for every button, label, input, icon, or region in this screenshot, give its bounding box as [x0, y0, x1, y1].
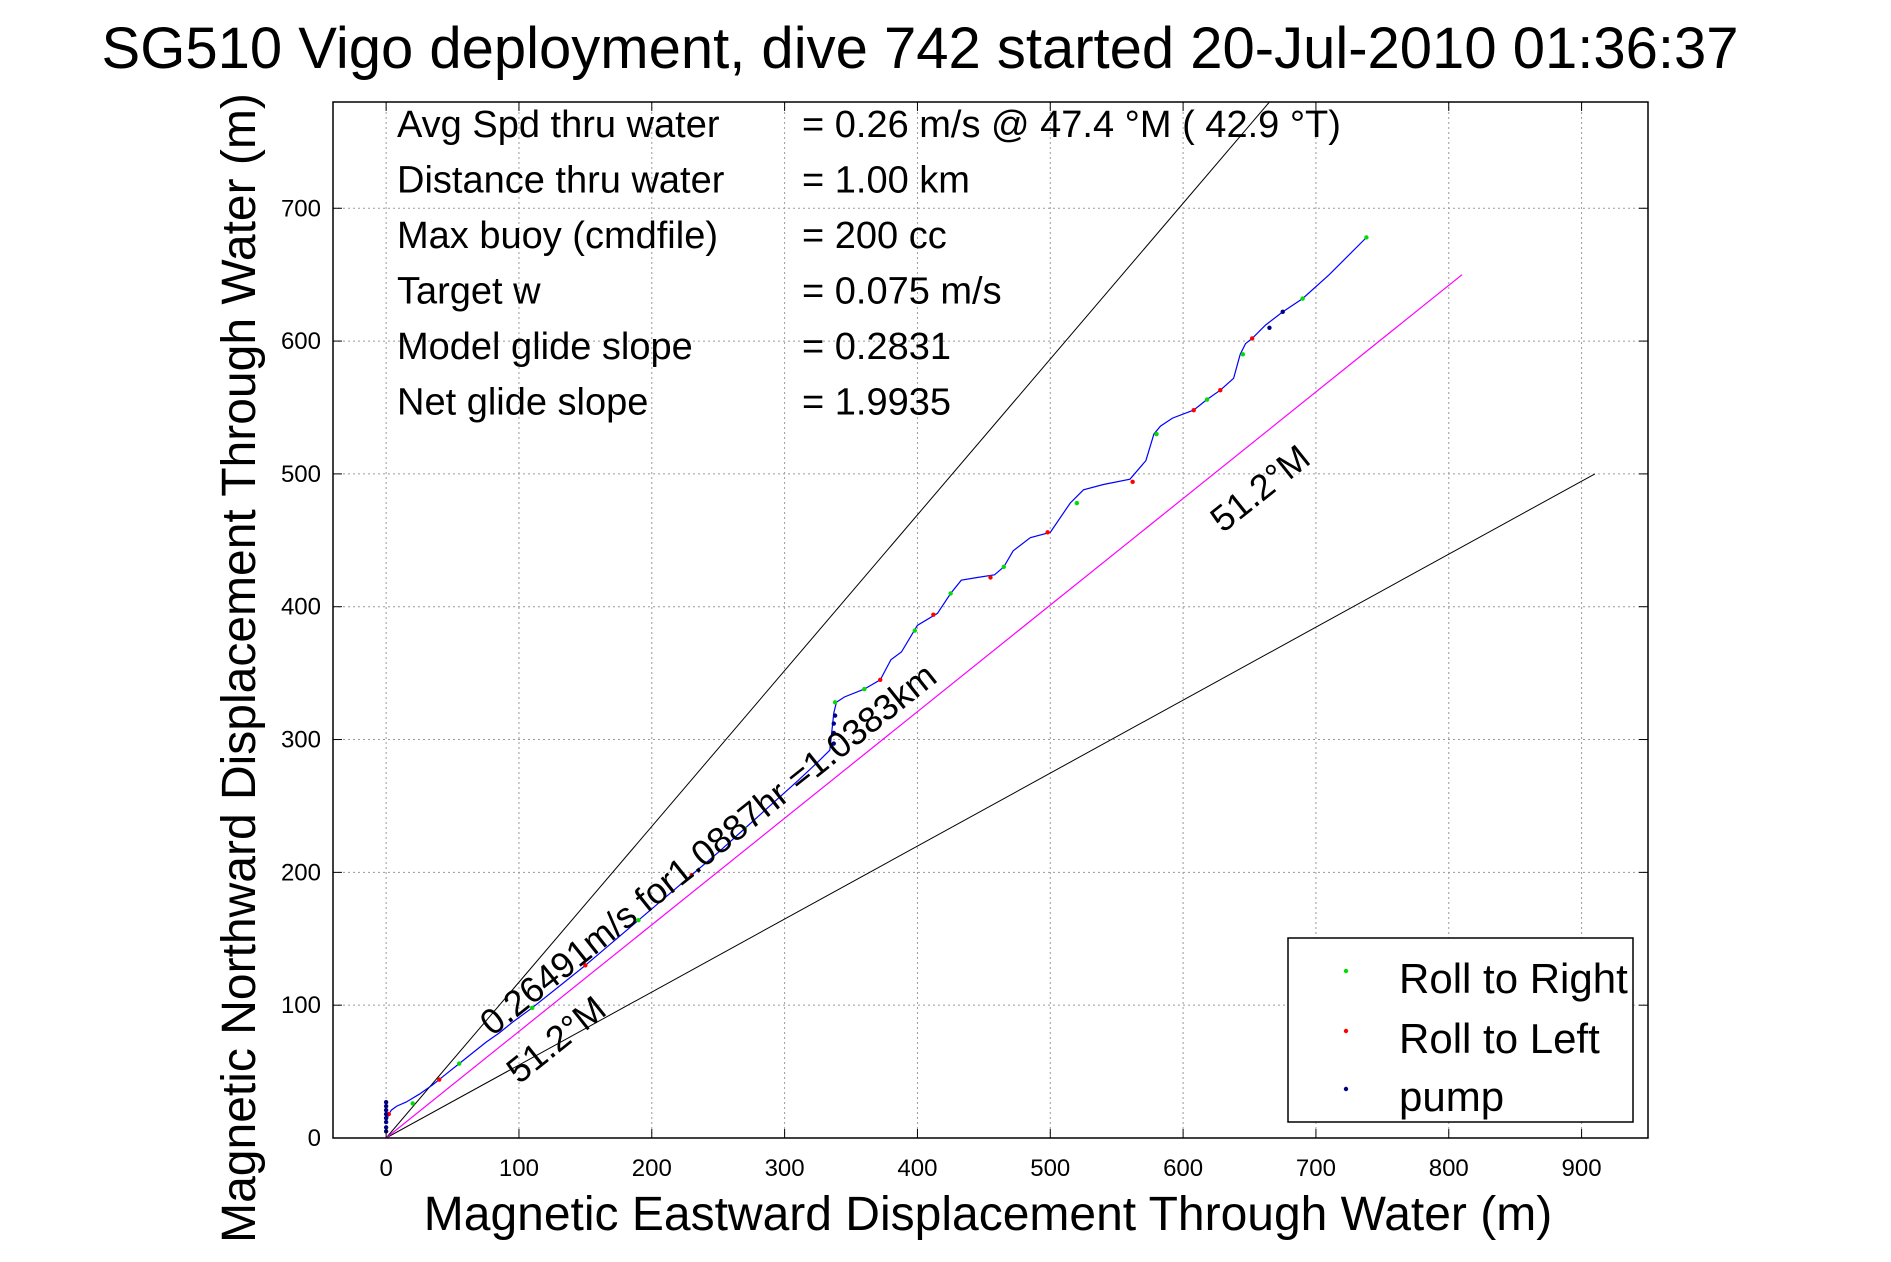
point-pump — [831, 721, 836, 726]
stat-label: Net glide slope — [397, 382, 648, 424]
point-roll-to-right — [410, 1101, 415, 1106]
stat-label: Distance thru water — [397, 160, 725, 202]
chart-title: SG510 Vigo deployment, dive 742 started … — [102, 16, 1739, 81]
x-tick-label: 900 — [1562, 1155, 1602, 1182]
series-points — [383, 235, 1369, 1134]
legend: Roll to Right Roll to Left pump — [1287, 937, 1634, 1123]
x-tick-label: 500 — [1030, 1155, 1070, 1182]
x-axis-label: Magnetic Eastward Displacement Through W… — [424, 1188, 1552, 1241]
point-roll-to-left — [1218, 388, 1223, 393]
x-tick-label: 100 — [499, 1155, 539, 1182]
point-roll-to-left — [878, 677, 883, 682]
point-pump — [831, 730, 836, 736]
y-tick-label: 200 — [281, 859, 321, 886]
point-roll-to-right — [530, 1005, 535, 1011]
point-pump — [1267, 325, 1272, 330]
y-tick-label: 700 — [281, 195, 321, 222]
point-pump — [383, 1125, 389, 1130]
point-roll-to-right — [832, 700, 838, 705]
x-tick-label: 200 — [632, 1155, 672, 1182]
point-pump — [383, 1103, 389, 1109]
y-tick-label: 500 — [281, 461, 321, 488]
point-pump — [383, 1115, 389, 1121]
y-tick-label: 0 — [308, 1125, 321, 1152]
point-roll-to-left — [1045, 530, 1050, 535]
point-roll-to-left — [988, 575, 993, 580]
annotations: 0.26491m/s for1.0887hr =1.0383km51.2°M51… — [472, 436, 1318, 1091]
point-roll-to-left — [931, 612, 936, 617]
x-tick-label: 400 — [897, 1155, 937, 1182]
plot-area — [332, 101, 1649, 1139]
stat-label: Model glide slope — [397, 326, 693, 368]
point-pump — [383, 1119, 389, 1125]
y-tick-label: 600 — [281, 328, 321, 355]
point-roll-to-left — [583, 963, 588, 968]
y-axis-label: Magnetic Northward Displacement Through … — [213, 93, 266, 1243]
legend-marker-roll-right — [1343, 968, 1349, 974]
stats-block: Avg Spd thru water = 0.26 m/s @ 47.4 °M (… — [397, 104, 1341, 424]
stat-value: = 1.00 km — [802, 160, 970, 202]
point-roll-to-left — [437, 1077, 442, 1082]
point-pump — [383, 1107, 389, 1113]
point-roll-to-right — [1001, 564, 1006, 570]
point-pump — [383, 1099, 389, 1105]
x-axis-ticks: 0 100 200 300 400 500 600 700 800 900 — [379, 102, 1602, 1182]
point-roll-to-right — [1240, 352, 1246, 357]
stat-value: = 0.075 m/s — [802, 271, 1002, 313]
point-roll-to-right — [1154, 431, 1159, 437]
point-roll-to-right — [912, 628, 917, 633]
legend-marker-roll-left — [1343, 1028, 1349, 1034]
point-roll-to-right — [948, 591, 953, 596]
point-pump — [832, 713, 838, 718]
point-pump — [831, 741, 836, 746]
stat-label: Max buoy (cmdfile) — [397, 215, 718, 257]
point-roll-to-right — [742, 826, 747, 831]
point-roll-to-right — [1204, 397, 1210, 402]
x-tick-label: 0 — [379, 1155, 392, 1182]
point-roll-to-right — [456, 1061, 462, 1066]
point-roll-to-left — [689, 872, 694, 878]
point-roll-to-right — [862, 686, 867, 692]
legend-label-pump: pump — [1399, 1073, 1504, 1120]
track-line — [385, 237, 1367, 1123]
point-pump — [1280, 309, 1285, 315]
point-roll-to-right — [1074, 500, 1080, 506]
point-roll-to-left — [1130, 479, 1135, 485]
point-roll-to-right — [1300, 296, 1305, 301]
x-tick-label: 300 — [765, 1155, 805, 1182]
track-polyline — [385, 237, 1367, 1123]
stat-value: = 1.9935 — [802, 382, 951, 424]
x-tick-label: 600 — [1163, 1155, 1203, 1182]
legend-marker-pump — [1343, 1086, 1349, 1092]
y-axis-ticks: 0 100 200 300 400 500 600 700 — [281, 195, 1648, 1152]
x-tick-label: 700 — [1296, 1155, 1336, 1182]
point-pump — [383, 1111, 389, 1117]
x-tick-label: 800 — [1429, 1155, 1469, 1182]
heading-line — [385, 274, 1463, 1138]
bounding-line — [385, 473, 1596, 1138]
point-roll-to-left — [1249, 336, 1255, 341]
legend-label-roll-left: Roll to Left — [1399, 1015, 1600, 1062]
point-roll-to-right — [1364, 235, 1369, 240]
bounding-line — [385, 102, 1270, 1138]
y-tick-label: 400 — [281, 594, 321, 621]
stat-label: Avg Spd thru water — [397, 104, 720, 146]
heading-annotation: 0.26491m/s for1.0887hr =1.0383km — [472, 655, 944, 1044]
legend-label-roll-right: Roll to Right — [1399, 955, 1628, 1002]
stat-value: = 200 cc — [802, 215, 947, 257]
heading-annotation: 51.2°M — [1202, 436, 1317, 539]
stat-label: Target w — [397, 271, 541, 313]
stat-value: = 0.2831 — [802, 326, 951, 368]
y-tick-label: 100 — [281, 992, 321, 1019]
point-roll-to-right — [636, 917, 641, 923]
stat-value: = 0.26 m/s @ 47.4 °M ( 42.9 °T) — [802, 104, 1341, 146]
point-roll-to-left — [1191, 407, 1196, 413]
reference-lines — [385, 102, 1596, 1138]
y-tick-label: 300 — [281, 727, 321, 754]
